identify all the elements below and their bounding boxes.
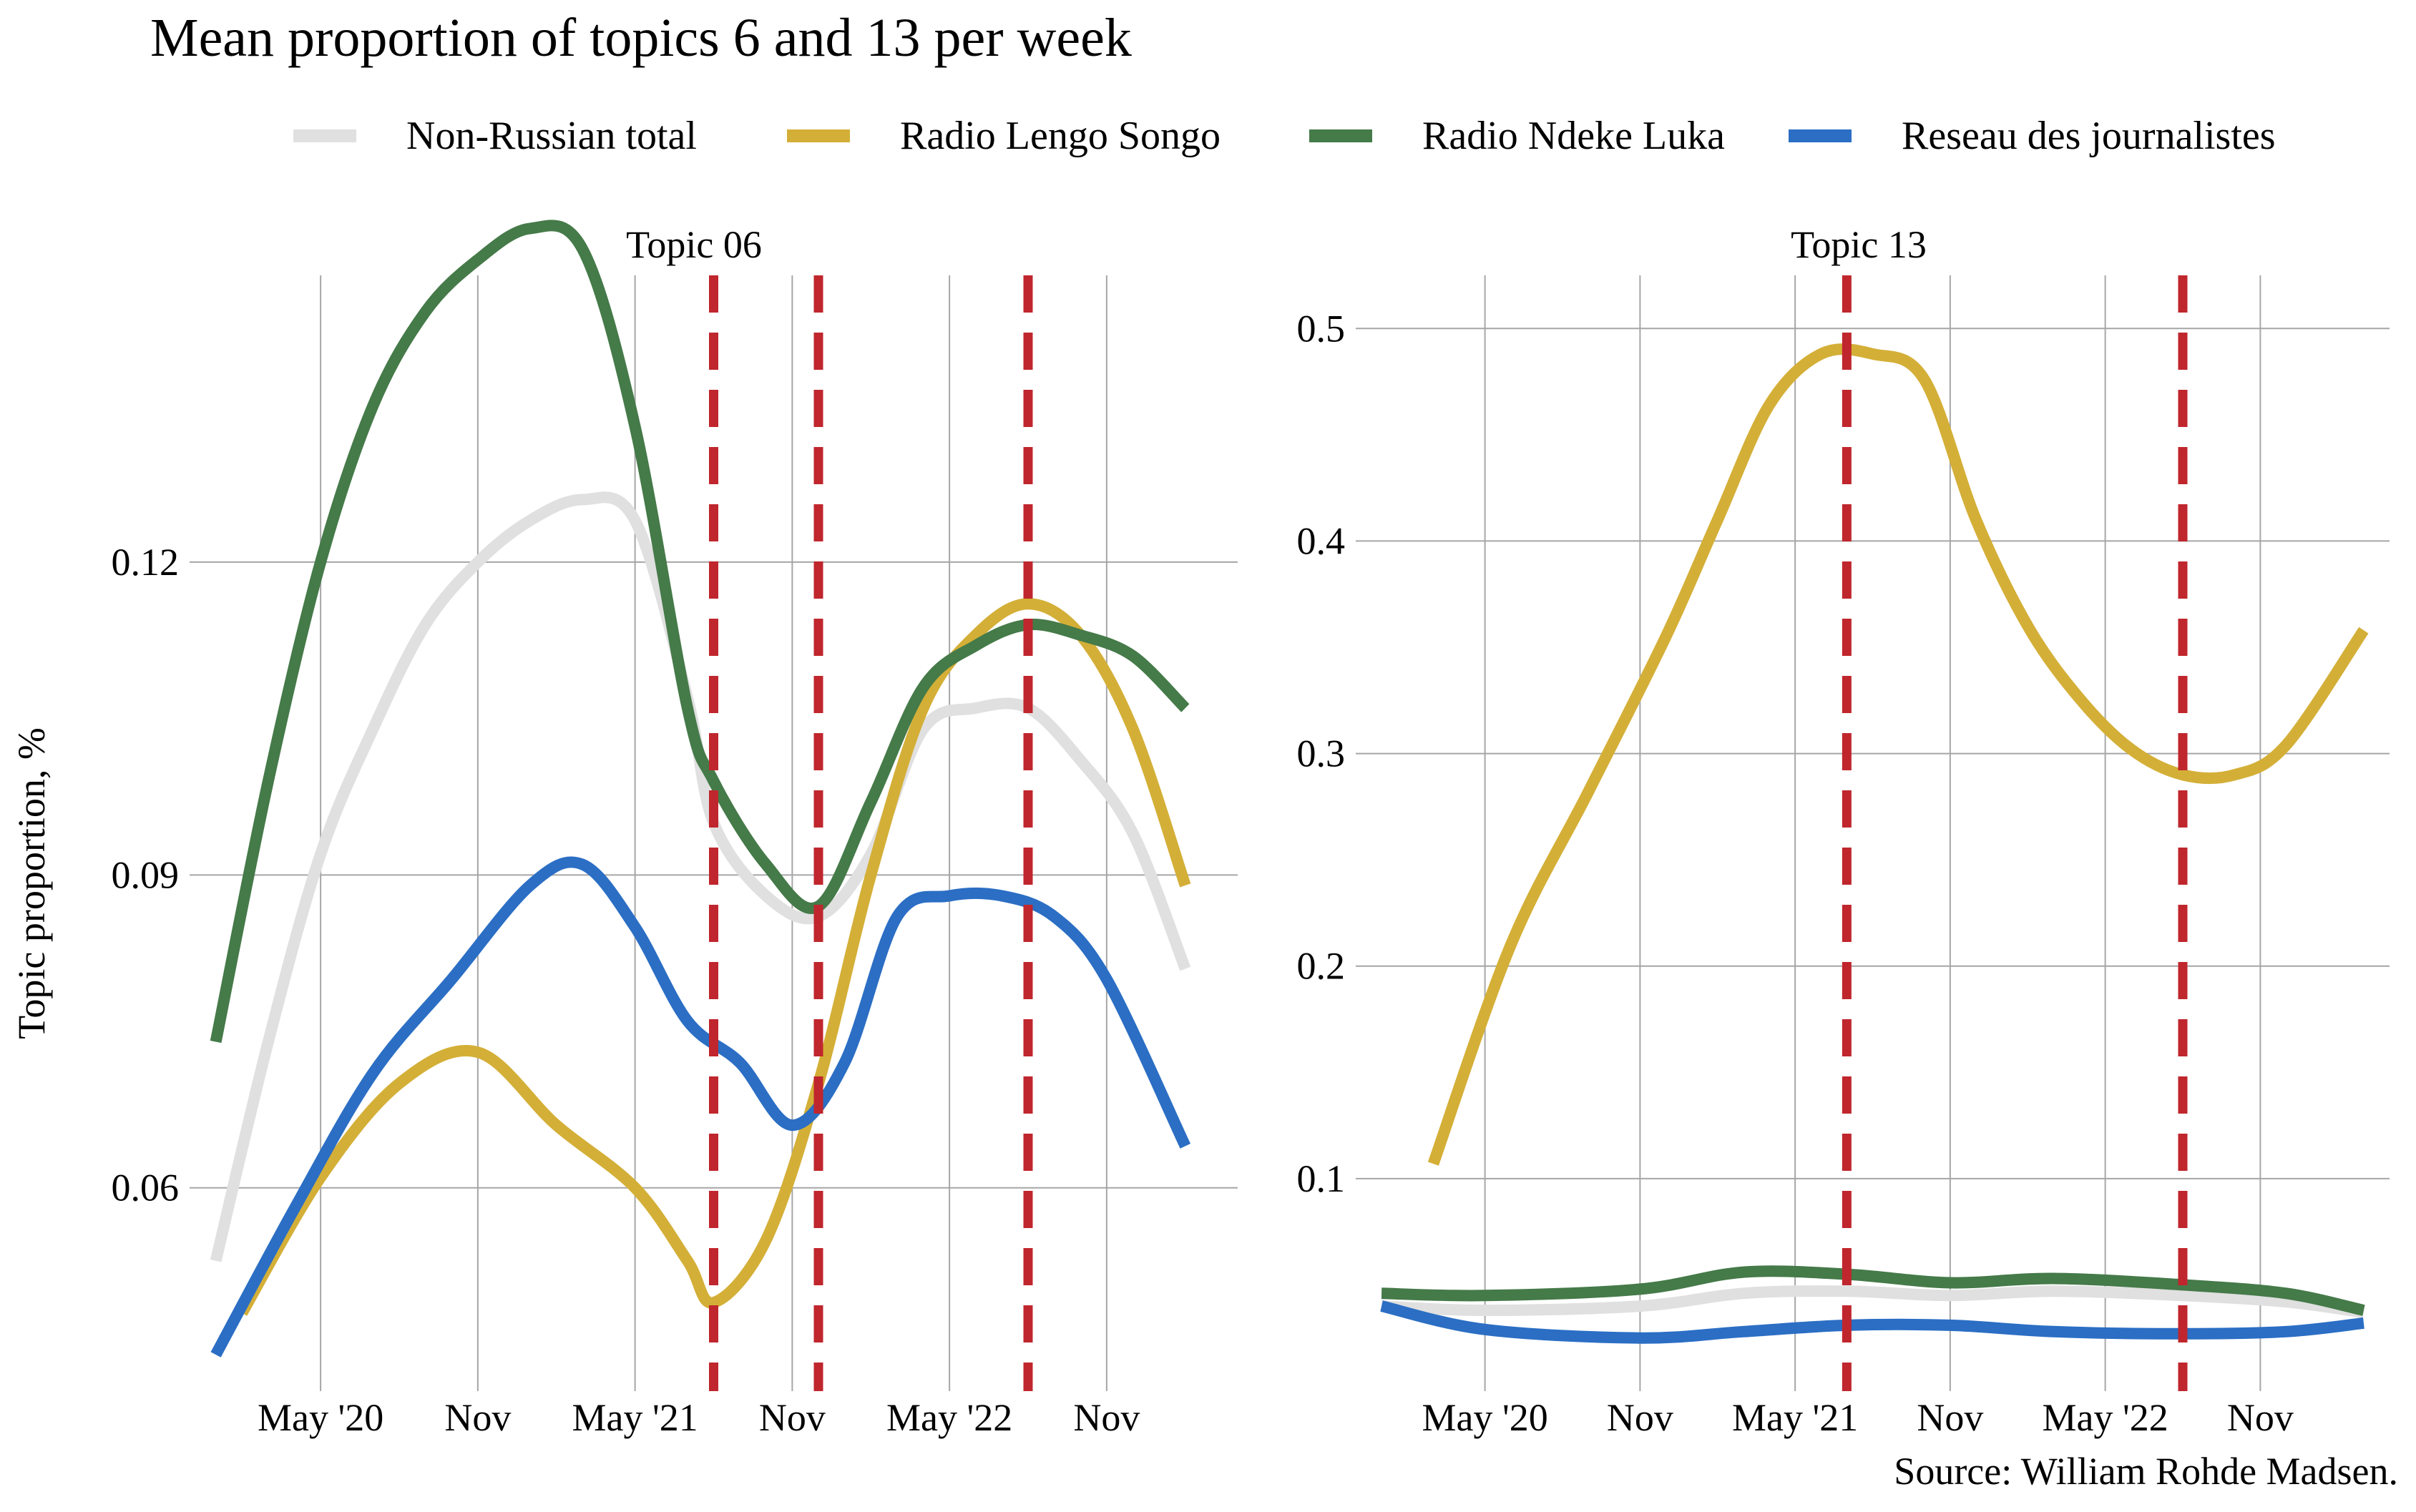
y-tick-label: 0.2: [1297, 945, 1346, 988]
y-tick-label: 0.1: [1297, 1157, 1346, 1200]
x-tick-label: May '20: [1422, 1396, 1548, 1439]
x-tick-label: Nov: [1917, 1396, 1983, 1439]
y-tick-label: 0.12: [112, 541, 180, 584]
panel-topic-06: Topic 06 May '20 Nov May '21 Nov May '22 Nov 0.…: [112, 220, 1238, 1439]
x-tick-label: May '22: [2043, 1396, 2168, 1439]
series-line-3: [210, 856, 1191, 1358]
x-tick-label: Nov: [2227, 1396, 2294, 1439]
strip-label: Topic 13: [1791, 223, 1927, 266]
x-tick-label: Nov: [444, 1396, 511, 1439]
x-tick-label: May '21: [1732, 1396, 1858, 1439]
chart-title: Mean proportion of topics 6 and 13 per w…: [150, 8, 1132, 68]
legend-label-2: Radio Ndeke Luka: [1422, 114, 1725, 158]
y-axis-label: Topic proportion, %: [10, 727, 53, 1039]
legend-label-0: Non-Russian total: [406, 114, 697, 158]
y-tick-label: 0.09: [112, 853, 180, 896]
x-tick-label: Nov: [759, 1396, 826, 1439]
series-line-3: [1380, 1300, 2364, 1344]
series-line-2: [210, 220, 1190, 1044]
y-tick-label: 0.3: [1297, 732, 1346, 775]
series-line-2: [1381, 1265, 2365, 1316]
chart-caption: Source: William Rohde Madsen.: [1894, 1450, 2398, 1493]
strip-label: Topic 06: [626, 223, 762, 266]
legend-label-3: Reseau des journalistes: [1902, 114, 2276, 158]
x-tick-label: May '22: [886, 1396, 1012, 1439]
series-line-0: [1381, 1285, 2364, 1319]
y-tick-label: 0.5: [1297, 307, 1346, 350]
x-tick-label: May '20: [258, 1396, 383, 1439]
legend: Non-Russian total Radio Lengo Songo Radio …: [293, 114, 2276, 158]
y-tick-label: 0.06: [112, 1167, 180, 1209]
legend-label-1: Radio Lengo Songo: [900, 114, 1221, 158]
x-tick-label: May '21: [572, 1396, 698, 1439]
series-line-1: [1427, 343, 2369, 1166]
x-tick-label: Nov: [1607, 1396, 1673, 1439]
y-tick-label: 0.4: [1297, 519, 1346, 562]
panel-topic-13: Topic 13 May '20 Nov May '21 Nov May '22 Nov 0.…: [1297, 223, 2390, 1439]
x-tick-label: Nov: [1073, 1396, 1140, 1439]
series-line-1: [237, 598, 1191, 1316]
series-line-0: [210, 491, 1191, 1262]
